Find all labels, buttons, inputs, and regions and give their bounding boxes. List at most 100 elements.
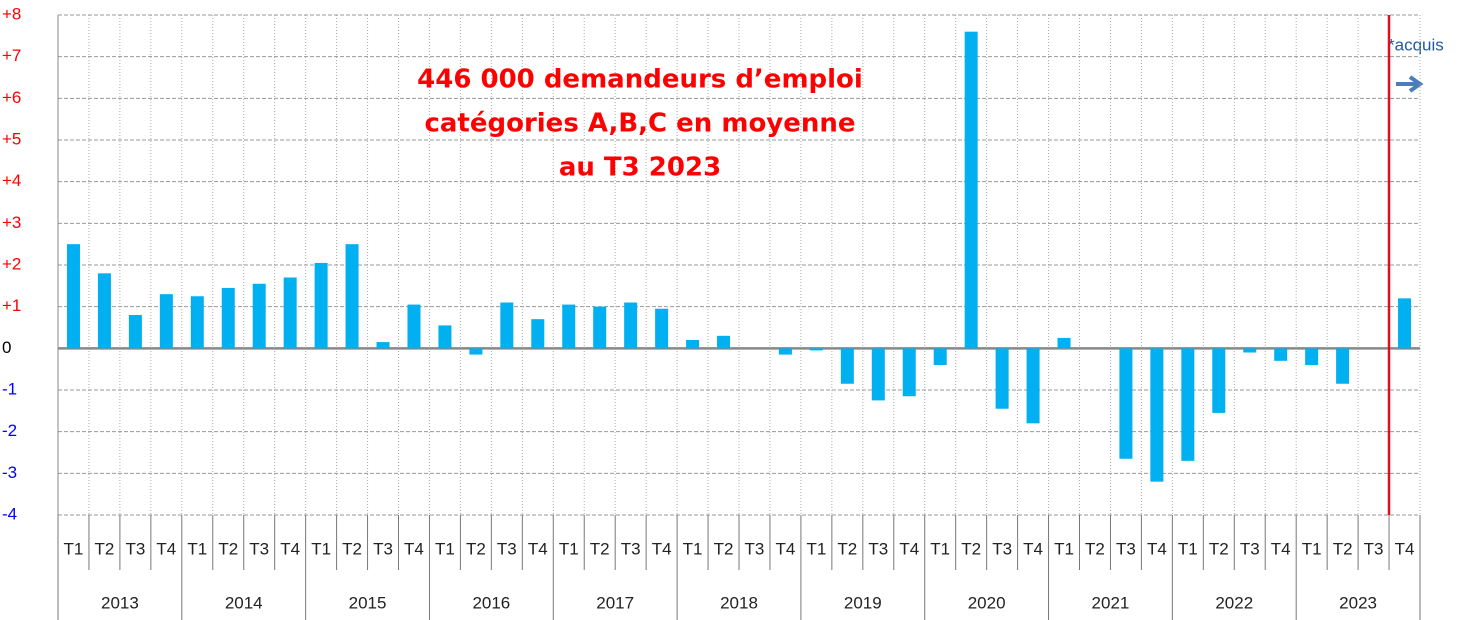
bar [871,348,885,401]
bar [438,325,452,349]
bar [1398,298,1412,349]
y-tick-label: -1 [2,379,17,398]
x-group-label: 2018 [720,593,758,612]
x-tick-label: T2 [218,539,238,558]
x-tick-label: T2 [714,539,734,558]
x-tick-label: T1 [64,539,84,558]
x-group-label: 2021 [1092,593,1130,612]
x-tick-label: T1 [187,539,207,558]
bar [1150,348,1164,482]
x-tick-label: T1 [559,539,579,558]
bar [531,319,545,349]
x-tick-label: T4 [1023,539,1043,558]
x-tick-label: T4 [404,539,424,558]
x-tick-label: T2 [466,539,486,558]
bar [562,304,576,349]
x-tick-label: T3 [497,539,517,558]
bar [1336,348,1350,384]
x-group-label: 2016 [472,593,510,612]
x-tick-label: T4 [156,539,176,558]
bar [686,340,700,349]
y-tick-label: 0 [2,338,11,357]
x-group-label: 2013 [101,593,139,612]
bar [1119,348,1133,459]
y-tick-label: +4 [2,171,21,190]
bar [97,273,111,349]
x-tick-label: T4 [776,539,796,558]
x-tick-label: T1 [435,539,455,558]
bar [1181,348,1195,461]
x-tick-label: T1 [806,539,826,558]
bar [995,348,1009,409]
annotation: au T3 2023 [559,153,721,183]
y-tick-label: +1 [2,296,21,315]
x-tick-label: T4 [899,539,919,558]
x-tick-label: T2 [1209,539,1229,558]
x-tick-label: T2 [1333,539,1353,558]
x-tick-label: T3 [621,539,641,558]
x-tick-label: T2 [837,539,857,558]
x-group-label: 2022 [1215,593,1253,612]
x-tick-label: T4 [1395,539,1415,558]
y-tick-label: +7 [2,46,21,65]
x-group-label: 2019 [844,593,882,612]
x-tick-label: T4 [280,539,300,558]
x-tick-label: T2 [1085,539,1105,558]
x-group-label: 2017 [596,593,634,612]
bar [66,244,80,349]
x-tick-label: T2 [590,539,610,558]
x-tick-label: T3 [745,539,765,558]
bar [1243,348,1257,353]
bar [933,348,947,365]
x-tick-label: T3 [249,539,269,558]
x-tick-label: T1 [1302,539,1322,558]
x-tick-label: T1 [311,539,331,558]
bar [902,348,916,397]
bar [1274,348,1288,361]
x-tick-label: T1 [683,539,703,558]
bar [840,348,854,384]
bar [314,262,328,349]
bar [593,306,607,349]
bar [655,308,669,349]
bar [221,287,235,349]
y-tick-label: +8 [2,4,21,23]
bar [159,294,173,349]
note: *acquis [1388,35,1444,54]
x-tick-label: T1 [1178,539,1198,558]
y-tick-label: -4 [2,504,17,523]
x-tick-label: T2 [95,539,115,558]
y-tick-label: -3 [2,463,17,482]
y-tick-label: +6 [2,88,21,107]
bar [407,304,421,349]
x-tick-label: T3 [992,539,1012,558]
annotation: catégories A,B,C en moyenne [424,109,855,139]
x-group-label: 2014 [225,593,263,612]
x-group-label: 2023 [1339,593,1377,612]
y-tick-label: +5 [2,129,21,148]
x-tick-label: T3 [1364,539,1384,558]
bar [964,31,978,349]
arrow [1396,75,1424,93]
x-tick-label: T4 [1147,539,1167,558]
bar [500,302,514,349]
annotation: 446 000 demandeurs d’emploi [417,65,863,95]
bar [469,348,483,355]
y-tick-label: +3 [2,213,21,232]
x-tick-label: T4 [652,539,672,558]
bar [717,335,731,349]
y-tick-label: -2 [2,421,17,440]
bar [345,244,359,349]
y-tick-label: +2 [2,254,21,273]
bar [252,283,266,349]
x-tick-label: T3 [1240,539,1260,558]
x-tick-label: T2 [961,539,981,558]
x-tick-label: T3 [125,539,145,558]
bar [376,342,390,349]
x-tick-label: T3 [373,539,393,558]
x-group-label: 2015 [349,593,387,612]
x-tick-label: T2 [342,539,362,558]
bar [283,277,297,349]
bar [1212,348,1226,413]
